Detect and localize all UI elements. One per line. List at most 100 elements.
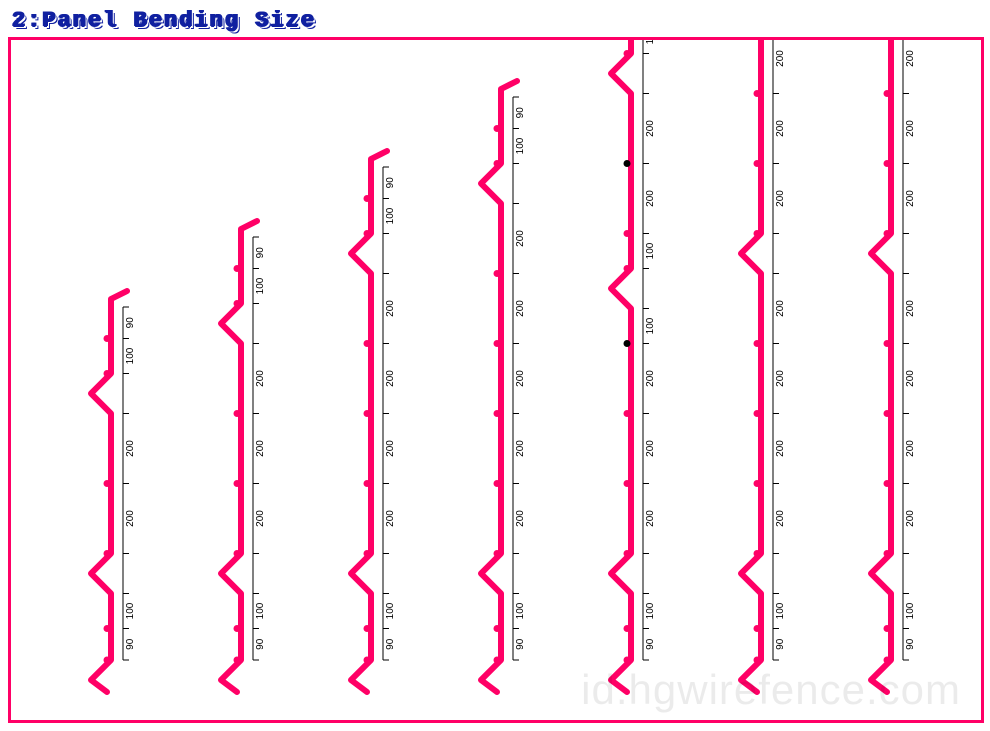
ruler-label: 100 — [385, 207, 396, 224]
weld-dot — [624, 410, 631, 417]
weld-dot — [234, 300, 241, 307]
ruler-label: 100 — [645, 317, 656, 334]
ruler-label: 100 — [255, 277, 266, 294]
weld-dot — [884, 625, 891, 632]
ruler-label: 90 — [385, 638, 396, 650]
weld-dot — [494, 125, 501, 132]
ruler-label: 200 — [905, 300, 916, 317]
ruler-label: 200 — [905, 50, 916, 67]
ruler-label: 200 — [775, 510, 786, 527]
ruler-label: 90 — [255, 638, 266, 650]
ruler-label: 100 — [515, 602, 526, 619]
ruler-label: 200 — [385, 370, 396, 387]
ruler-label: 200 — [905, 510, 916, 527]
diagram-frame: 90 100 200 200 100 90 90 100 200 200 200 100 90 90 1… — [8, 37, 984, 723]
weld-dot — [364, 230, 371, 237]
ruler-label: 100 — [255, 602, 266, 619]
weld-dot — [104, 480, 111, 487]
weld-dot — [104, 625, 111, 632]
weld-dot — [624, 480, 631, 487]
ruler-label: 100 — [125, 602, 136, 619]
ruler-label: 200 — [125, 440, 136, 457]
weld-dot — [884, 480, 891, 487]
weld-dot — [754, 230, 761, 237]
weld-dot — [884, 160, 891, 167]
panel-profile: 9010020020010090 — [91, 291, 183, 705]
weld-dot-black — [624, 160, 631, 167]
ruler-label: 90 — [125, 317, 136, 329]
weld-dot — [754, 625, 761, 632]
weld-dot — [624, 625, 631, 632]
ruler-label: 90 — [645, 638, 656, 650]
weld-dot — [494, 270, 501, 277]
weld-dot — [234, 625, 241, 632]
panel-profile: 9010020020020010090 — [221, 221, 313, 705]
ruler-label: 200 — [385, 300, 396, 317]
ruler-label: 200 — [515, 510, 526, 527]
weld-dot — [754, 340, 761, 347]
ruler-label: 200 — [255, 510, 266, 527]
ruler-label: 90 — [775, 638, 786, 650]
ruler-label: 100 — [385, 602, 396, 619]
weld-dot-black — [624, 340, 631, 347]
weld-dot — [624, 550, 631, 557]
ruler-label: 100 — [125, 347, 136, 364]
ruler-label: 200 — [775, 50, 786, 67]
weld-dot — [364, 480, 371, 487]
panel-profile: 9010020020010010020020020010090 — [611, 37, 703, 705]
panel-profile: 9010020020020020020020020020010090 — [871, 37, 963, 705]
ruler-label: 200 — [775, 190, 786, 207]
ruler-label: 200 — [515, 300, 526, 317]
weld-dot — [754, 657, 761, 664]
ruler-label: 90 — [905, 638, 916, 650]
weld-dot — [234, 480, 241, 487]
ruler-label: 200 — [905, 120, 916, 137]
ruler-label: 200 — [645, 370, 656, 387]
ruler-label: 200 — [515, 230, 526, 247]
weld-dot — [364, 195, 371, 202]
weld-dot — [104, 370, 111, 377]
weld-dot — [364, 410, 371, 417]
ruler-label: 90 — [385, 177, 396, 189]
weld-dot — [884, 550, 891, 557]
ruler-label: 200 — [645, 510, 656, 527]
weld-dot — [494, 625, 501, 632]
ruler-label: 90 — [515, 638, 526, 650]
ruler-label: 200 — [385, 440, 396, 457]
ruler-label: 100 — [775, 602, 786, 619]
weld-dot — [104, 657, 111, 664]
bend-profile-path — [221, 221, 257, 692]
ruler-label: 200 — [775, 440, 786, 457]
weld-dot — [364, 657, 371, 664]
bend-profile-path — [481, 81, 517, 692]
weld-dot — [884, 340, 891, 347]
weld-dot — [884, 657, 891, 664]
ruler-label: 100 — [645, 602, 656, 619]
ruler-label: 200 — [645, 190, 656, 207]
ruler-label: 200 — [905, 370, 916, 387]
ruler-label: 200 — [645, 440, 656, 457]
ruler-label: 100 — [645, 242, 656, 259]
ruler-label: 90 — [255, 247, 266, 259]
weld-dot — [754, 160, 761, 167]
weld-dot — [624, 265, 631, 272]
weld-dot — [624, 230, 631, 237]
weld-dot — [104, 335, 111, 342]
bend-profile-path — [871, 37, 907, 692]
ruler-label: 200 — [125, 510, 136, 527]
weld-dot — [884, 230, 891, 237]
panel-profile: 9010020020020020020020020010090 — [741, 37, 833, 705]
bend-profile-path — [611, 37, 647, 692]
weld-dot — [364, 625, 371, 632]
ruler-label: 200 — [645, 120, 656, 137]
weld-dot — [234, 410, 241, 417]
ruler-label: 200 — [255, 370, 266, 387]
weld-dot — [494, 550, 501, 557]
bend-profile-path — [91, 291, 127, 692]
weld-dot — [754, 550, 761, 557]
panel-profile: 9010020020020020010090 — [351, 151, 443, 705]
weld-dot — [624, 50, 631, 57]
weld-dot — [494, 657, 501, 664]
diagram-title: 2:Panel Bending Size — [12, 8, 982, 33]
weld-dot — [754, 410, 761, 417]
